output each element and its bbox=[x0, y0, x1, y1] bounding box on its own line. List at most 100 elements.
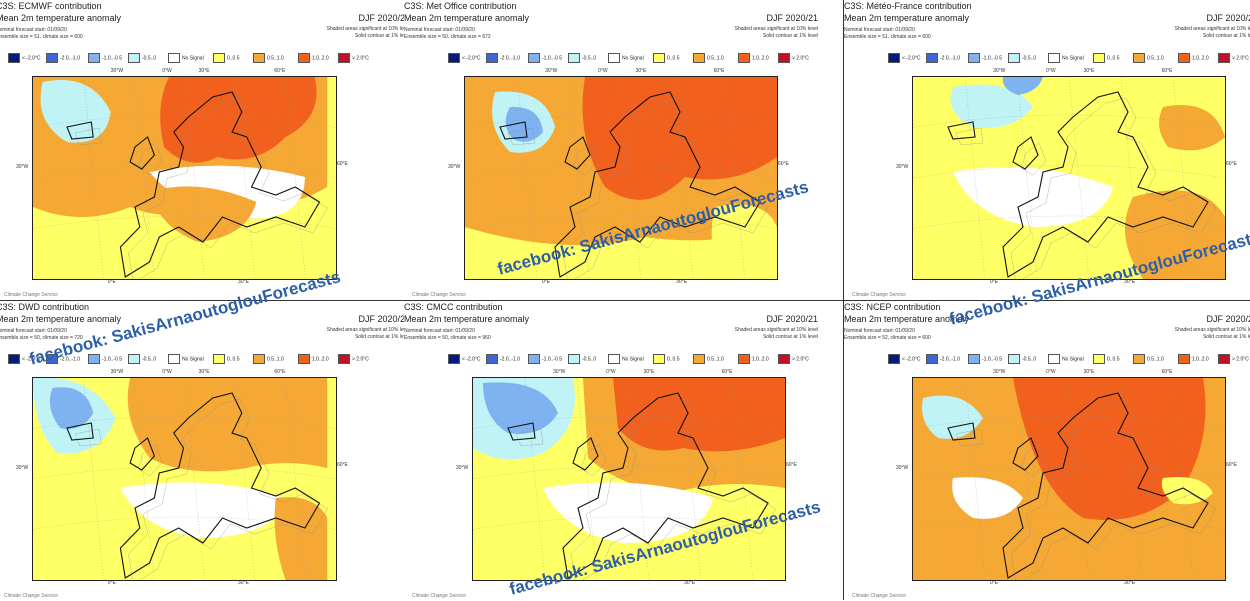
legend-label: 0.5..1.0 bbox=[267, 356, 284, 363]
axis-tick-label: 30°W bbox=[456, 465, 469, 471]
legend-item: < -2.0°C bbox=[448, 53, 481, 63]
axis-tick-label: 30°W bbox=[448, 164, 461, 170]
legend-label: > 2.0°C bbox=[792, 356, 809, 363]
axis-tick-label: 60°E bbox=[337, 462, 348, 468]
legend-swatch bbox=[778, 53, 790, 63]
legend-label: No Signal bbox=[622, 356, 644, 363]
legend-item: > 2.0°C bbox=[1218, 354, 1249, 364]
legend-label: -2.0..-1.0 bbox=[940, 356, 961, 363]
panel-subtitle: Mean 2m temperature anomaly bbox=[404, 13, 530, 23]
legend-label: > 2.0°C bbox=[792, 55, 809, 62]
map-canvas bbox=[464, 76, 778, 284]
country-borders bbox=[507, 97, 769, 284]
axis-tick-label: 30°E bbox=[676, 279, 688, 285]
axis-tick-label: 30°W bbox=[545, 68, 558, 74]
coastline bbox=[66, 392, 321, 579]
legend-label: > 2.0°C bbox=[352, 356, 369, 363]
legend-item: < -2.0°C bbox=[8, 53, 41, 63]
axis-tick-label: 30°E bbox=[1083, 369, 1095, 375]
axis-tick-label: 60°E bbox=[1226, 161, 1237, 167]
anomaly-region bbox=[40, 80, 111, 143]
graticule-line bbox=[184, 76, 205, 280]
legend-item: -1.0..-0.5 bbox=[88, 354, 122, 364]
contour-note: Solid contour at 1% level bbox=[354, 334, 410, 340]
forecast-panel: C3S: ECMWF contribution Mean 2m temperatu… bbox=[0, 0, 416, 300]
significance-note: Shaded areas significant at 10% level bbox=[1174, 327, 1250, 333]
legend-swatch bbox=[568, 53, 580, 63]
axis-tick-label: 0°W bbox=[598, 68, 608, 74]
axis-tick-label: 60°E bbox=[337, 161, 348, 167]
c3s-logo: Climate Change Service bbox=[852, 593, 906, 599]
legend-swatch bbox=[968, 53, 980, 63]
legend-item: -0.5..0 bbox=[1008, 354, 1036, 364]
legend-swatch bbox=[1008, 354, 1020, 364]
legend-label: -0.5..0 bbox=[582, 356, 597, 363]
axis-tick-label: 0°W bbox=[162, 369, 172, 375]
panel-title: C3S: DWD contribution bbox=[0, 302, 90, 312]
legend-label: 0..0.5 bbox=[667, 55, 680, 62]
legend-item: -2.0..-1.0 bbox=[46, 354, 80, 364]
legend-item: > 2.0°C bbox=[338, 53, 369, 63]
panel-title: C3S: Météo-France contribution bbox=[844, 1, 972, 11]
graticule-line bbox=[184, 377, 205, 581]
legend-swatch bbox=[693, 53, 705, 63]
legend-item: -2.0..-1.0 bbox=[486, 354, 520, 364]
axis-tick-label: 0°E bbox=[990, 279, 999, 285]
graticule-line bbox=[83, 76, 104, 280]
legend-label: 0.5..1.0 bbox=[1147, 356, 1164, 363]
axis-tick-label: 30°E bbox=[643, 369, 655, 375]
anomaly-map bbox=[912, 76, 1226, 284]
legend-swatch bbox=[448, 53, 460, 63]
axis-tick-label: 60°E bbox=[713, 68, 725, 74]
graticule-line bbox=[1172, 76, 1194, 280]
axis-tick-label: 30°E bbox=[238, 279, 249, 285]
graticule-line bbox=[464, 215, 778, 229]
legend-label: < -2.0°C bbox=[22, 356, 41, 363]
anomaly-region bbox=[49, 387, 94, 429]
legend-item: 0.5..1.0 bbox=[1133, 354, 1164, 364]
legend-label: 1.0..2.0 bbox=[1192, 55, 1209, 62]
anomaly-region bbox=[953, 167, 1113, 227]
legend-swatch bbox=[528, 354, 540, 364]
legend-label: -1.0..-0.5 bbox=[102, 55, 123, 62]
anomaly-region bbox=[1125, 190, 1225, 279]
contour-note: Solid contour at 1% level bbox=[762, 33, 818, 39]
legend-label: -0.5..0 bbox=[142, 356, 157, 363]
season-label: DJF 2020/21 bbox=[1206, 314, 1250, 324]
anomaly-region bbox=[543, 482, 713, 543]
legend-label: < -2.0°C bbox=[902, 356, 921, 363]
graticule-line bbox=[472, 466, 786, 480]
anomaly-region bbox=[274, 497, 328, 580]
graticule-line bbox=[32, 415, 337, 429]
legend-label: > 2.0°C bbox=[352, 55, 369, 62]
legend-swatch bbox=[926, 354, 938, 364]
legend-swatch bbox=[778, 354, 790, 364]
panel-subtitle: Mean 2m temperature anomaly bbox=[404, 314, 530, 324]
legend-item: > 2.0°C bbox=[778, 53, 809, 63]
graticule-line bbox=[472, 415, 786, 429]
legend-label: No Signal bbox=[1062, 356, 1084, 363]
legend-label: < -2.0°C bbox=[902, 55, 921, 62]
graticule-line bbox=[1068, 377, 1090, 581]
legend-item: 0..0.5 bbox=[653, 354, 680, 364]
forecast-start: Nominal forecast start: 01/09/20 bbox=[0, 328, 67, 334]
legend-swatch bbox=[738, 354, 750, 364]
significance-note: Shaded areas significant at 10% level bbox=[1174, 26, 1250, 32]
legend-item: -2.0..-1.0 bbox=[46, 53, 80, 63]
ensemble-size: Ensemble size = 51, climate size = 600 bbox=[844, 34, 931, 40]
legend-item: 1.0..2.0 bbox=[1178, 354, 1209, 364]
anomaly-map bbox=[912, 377, 1226, 585]
axis-tick-label: 30°E bbox=[684, 580, 696, 586]
contour-note: Solid contour at 1% level bbox=[354, 33, 410, 39]
country-borders bbox=[515, 398, 777, 585]
graticule-line bbox=[285, 377, 306, 581]
legend-swatch bbox=[1218, 354, 1230, 364]
legend-swatch bbox=[448, 354, 460, 364]
legend-item: No Signal bbox=[168, 53, 204, 63]
forecast-start: Nominal forecast start: 01/09/20 bbox=[0, 27, 67, 33]
axis-tick-label: 60°E bbox=[274, 369, 286, 375]
graticule-line bbox=[1172, 377, 1194, 581]
panel-title: C3S: Met Office contribution bbox=[404, 1, 517, 11]
legend-item: 0..0.5 bbox=[1093, 53, 1120, 63]
